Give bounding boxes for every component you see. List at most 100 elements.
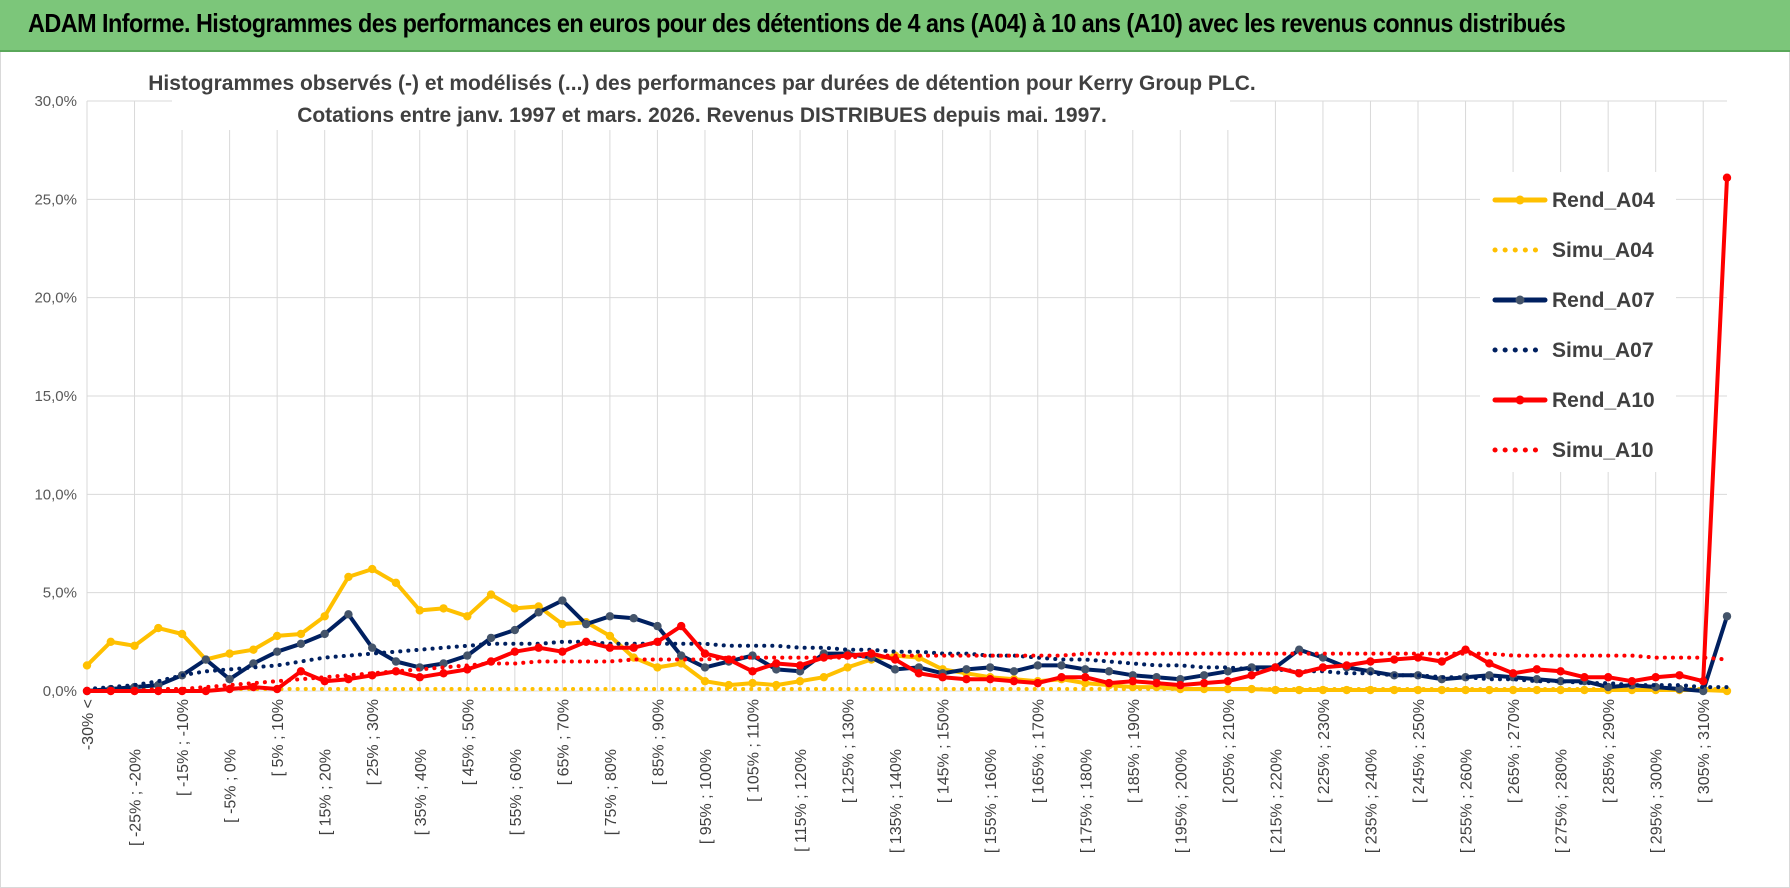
series-rend-a04-point xyxy=(700,676,710,686)
series-rend-a10-point xyxy=(938,673,947,682)
series-rend-a07-point xyxy=(1104,667,1114,676)
series-rend-a07-point xyxy=(962,665,971,674)
series-rend-a10-point xyxy=(1247,671,1256,680)
chart-title: Histogrammes observés (-) et modélisés (… xyxy=(148,72,1255,95)
legend-simu-a07-label: Simu_A07 xyxy=(1552,339,1654,362)
series-rend-a04-line xyxy=(85,567,1729,693)
series-rend-a10-point xyxy=(534,643,543,652)
series-rend-a04-point xyxy=(82,661,92,670)
series-rend-a07-point xyxy=(344,610,353,619)
series-rend-a04-point xyxy=(653,663,662,672)
series-rend-a10-point xyxy=(1176,680,1185,690)
series-rend-a04-point xyxy=(795,676,805,686)
series-rend-a07-point xyxy=(463,651,472,660)
series-rend-a07-point xyxy=(677,651,686,660)
y-tick-label: 20,0% xyxy=(34,290,77,307)
x-tick-label: [ 265% ; 270% xyxy=(1506,699,1523,803)
chart-title-background xyxy=(172,66,1230,130)
legend-rend-a10-label: Rend_A10 xyxy=(1552,389,1655,412)
x-tick-label: [ 65% ; 70% xyxy=(555,699,572,785)
series-rend-a04-point xyxy=(177,629,187,639)
series-rend-a04-point xyxy=(130,641,139,650)
series-rend-a04-point xyxy=(748,678,757,688)
series-rend-a10-point xyxy=(677,621,686,631)
series-rend-a10-point xyxy=(1294,669,1304,678)
series-rend-a04-point xyxy=(368,564,377,574)
series-rend-a07-point xyxy=(534,608,543,617)
series-rend-a10-point xyxy=(1318,663,1328,672)
series-rend-a07-point xyxy=(558,596,567,605)
x-axis-ticks: -30% < [ -25% ; -20% [ -15% ; -10% [ -5% ; … xyxy=(80,699,1713,853)
series-rend-a10-point xyxy=(225,684,234,694)
series-rend-a04-point xyxy=(296,629,306,639)
legend: Rend_A04 Simu_A04 Rend_A07 Simu_A07 Rend_A10… xyxy=(1480,172,1676,472)
x-tick-label: [ 295% ; 300% xyxy=(1649,749,1666,853)
x-tick-label: [ 185% ; 190% xyxy=(1126,699,1143,803)
x-tick-label: [ 215% ; 220% xyxy=(1268,749,1285,853)
x-tick-label: [ 255% ; 260% xyxy=(1459,749,1476,853)
y-tick-label: 25,0% xyxy=(34,191,77,208)
series-rend-a10-point xyxy=(463,665,472,674)
series-rend-a07-point xyxy=(1128,671,1137,680)
series-rend-a04-point xyxy=(439,604,448,613)
legend-simu-a04-label: Simu_A04 xyxy=(1552,239,1654,262)
series-rend-a07-point xyxy=(1009,667,1019,676)
chart-subtitle: Cotations entre janv. 1997 et mars. 2026… xyxy=(297,104,1107,127)
legend-simu-a10-label: Simu_A10 xyxy=(1552,439,1654,462)
series-rend-a07-point xyxy=(1603,682,1613,692)
series-rend-a07-point xyxy=(296,639,306,648)
series-rend-a10-point xyxy=(1651,673,1660,682)
x-tick-label: [ 175% ; 180% xyxy=(1078,749,1095,853)
x-tick-label: [ 95% ; 100% xyxy=(698,749,715,844)
x-tick-label: [ 205% ; 210% xyxy=(1221,699,1238,803)
series-rend-a10-point xyxy=(914,669,924,678)
series-rend-a10-point xyxy=(1722,173,1732,182)
series-rend-a10-point xyxy=(1413,653,1423,662)
series-rend-a04-point xyxy=(1342,685,1351,695)
y-tick-label: 30,0% xyxy=(34,93,77,110)
legend-rend-a04-marker xyxy=(1515,195,1525,205)
series-rend-a10-point xyxy=(415,673,424,682)
series-rend-a07-point xyxy=(914,663,924,672)
series-rend-a10-point xyxy=(985,675,995,684)
y-tick-label: 10,0% xyxy=(34,486,77,503)
series-rend-a07-point xyxy=(1081,665,1090,674)
series-rend-a04-point xyxy=(772,680,781,690)
series-rend-a10-point xyxy=(1271,663,1280,672)
series-rend-a07-line xyxy=(85,598,1729,693)
x-tick-label: -30% < xyxy=(80,699,97,750)
series-rend-a10-point xyxy=(605,643,615,652)
series-rend-a04-point xyxy=(154,623,163,633)
series-rend-a04-point xyxy=(677,659,686,668)
series-rend-a04-point xyxy=(391,578,401,588)
series-rend-a10-point xyxy=(439,669,448,678)
series-rend-a10-point xyxy=(1009,676,1019,686)
series-rend-a07-point xyxy=(605,612,615,621)
series-rend-a04-point xyxy=(320,612,329,621)
legend-background xyxy=(1480,172,1676,472)
series-rend-a10-point xyxy=(795,661,805,670)
banner-title: ADAM Informe. Histogrammes des performan… xyxy=(28,8,1566,38)
series-layer xyxy=(82,173,1732,696)
y-tick-label: 0,0% xyxy=(43,683,77,700)
series-rend-a10-point xyxy=(629,643,638,652)
series-rend-a04-point xyxy=(225,649,234,658)
series-rend-a10-point xyxy=(1342,661,1351,670)
series-rend-a04-point xyxy=(344,572,353,582)
series-rend-a10-point xyxy=(962,675,971,684)
series-rend-a07-point xyxy=(700,663,710,672)
x-tick-label: [ 235% ; 240% xyxy=(1363,749,1380,853)
series-rend-a07-point xyxy=(1556,676,1565,686)
series-rend-a10-point xyxy=(1532,665,1542,674)
y-axis-ticks: 0,0% 5,0% 10,0% 15,0% 20,0% 25,0% 30,0% xyxy=(34,93,77,700)
x-tick-label: [ 135% ; 140% xyxy=(888,749,905,853)
series-rend-a07-point xyxy=(439,659,448,668)
series-rend-a10-point xyxy=(890,655,900,664)
series-rend-a07-point xyxy=(581,619,591,629)
series-rend-a10-point xyxy=(1603,673,1613,682)
chart: 0,0% 5,0% 10,0% 15,0% 20,0% 25,0% 30,0% -30% <… xyxy=(34,66,1732,853)
y-tick-label: 5,0% xyxy=(43,585,77,602)
series-rend-a07-point xyxy=(368,643,377,652)
series-rend-a04-point xyxy=(415,606,424,615)
series-rend-a10-point xyxy=(296,667,306,676)
